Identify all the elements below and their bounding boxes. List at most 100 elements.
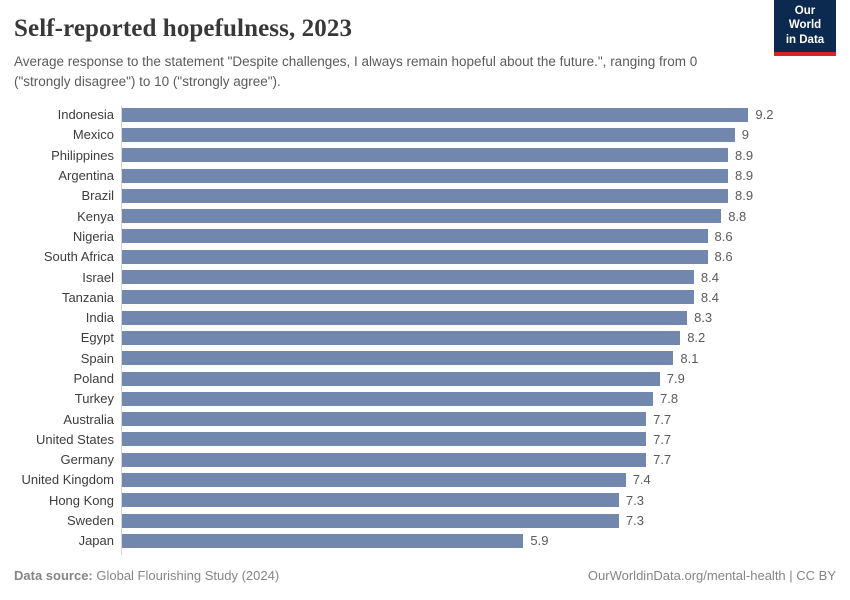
bar-chart: Indonesia 9.2 Mexico 9 Philippines 8.9 Argenti… <box>14 105 836 556</box>
bar-track: 8.6 <box>118 249 836 265</box>
bar[interactable] <box>121 330 681 345</box>
bar[interactable] <box>121 452 647 467</box>
bar-row: Indonesia 9.2 <box>14 105 836 125</box>
country-label[interactable]: Mexico <box>72 127 114 143</box>
bar[interactable] <box>121 351 674 366</box>
owid-logo-line2: in Data <box>785 33 825 46</box>
bar[interactable] <box>121 290 694 305</box>
bar-row: Poland 7.9 <box>14 368 836 388</box>
bar-row: Egypt 8.2 <box>14 328 836 348</box>
data-source-label: Data source: <box>14 568 93 583</box>
value-label: 8.4 <box>700 289 719 305</box>
value-label: 8.8 <box>728 208 747 224</box>
bar-track: 7.4 <box>118 472 836 487</box>
country-label[interactable]: Philippines <box>51 147 114 163</box>
country-label[interactable]: Australia <box>63 411 114 427</box>
bar[interactable] <box>121 148 728 163</box>
bar-row: Japan 5.9 <box>14 531 836 551</box>
value-label: 7.7 <box>653 452 672 468</box>
country-label[interactable]: Brazil <box>81 188 114 204</box>
bar-row: Tanzania 8.4 <box>14 287 836 307</box>
bar-row: Argentina 8.9 <box>14 165 836 185</box>
chart-footer: Data source: Global Flourishing Study (2… <box>14 568 836 583</box>
country-label[interactable]: Tanzania <box>61 289 114 305</box>
bar[interactable] <box>121 533 524 548</box>
value-label: 7.9 <box>666 371 685 386</box>
country-label[interactable]: United States <box>35 431 114 447</box>
bar-track: 9.2 <box>118 107 836 122</box>
bar[interactable] <box>121 188 728 203</box>
country-label[interactable]: Hong Kong <box>48 492 114 508</box>
attribution-note: OurWorldinData.org/mental-health | CC BY <box>587 568 836 583</box>
bar-track: 8.2 <box>118 330 836 345</box>
bar-row: Philippines 8.9 <box>14 145 836 165</box>
country-label[interactable]: Indonesia <box>57 107 114 123</box>
bar[interactable] <box>121 249 708 264</box>
bar[interactable] <box>121 127 735 142</box>
value-label: 8.9 <box>735 147 754 163</box>
bar[interactable] <box>121 412 647 427</box>
bar-track: 7.7 <box>118 452 836 468</box>
country-label[interactable]: Japan <box>78 533 114 549</box>
bar-row: United States 7.7 <box>14 429 836 449</box>
bar-track: 7.7 <box>118 411 836 427</box>
bar-track: 8.9 <box>118 147 836 163</box>
country-label[interactable]: India <box>85 310 114 326</box>
bar-row: Kenya 8.8 <box>14 206 836 226</box>
chart-header: Self-reported hopefulness, 2023 Average … <box>14 0 836 93</box>
country-label[interactable]: Nigeria <box>72 228 114 244</box>
chart-subtitle: Average response to the statement "Despi… <box>14 54 698 90</box>
country-label[interactable]: Turkey <box>74 391 114 407</box>
country-label[interactable]: Sweden <box>67 513 114 529</box>
bar-track: 8.9 <box>118 188 836 204</box>
country-label[interactable]: Germany <box>60 452 114 468</box>
bar[interactable] <box>121 493 619 508</box>
bar-track: 8.6 <box>118 229 836 244</box>
bar[interactable] <box>121 168 728 183</box>
data-source-note: Data source: Global Flourishing Study (2… <box>14 568 279 583</box>
bar[interactable] <box>121 270 694 285</box>
value-label: 8.9 <box>735 188 754 204</box>
bar-row: Sweden 7.3 <box>14 510 836 530</box>
bar[interactable] <box>121 229 708 244</box>
bar-track: 7.3 <box>118 513 836 528</box>
bar[interactable] <box>121 371 660 386</box>
value-label: 8.4 <box>700 269 719 285</box>
bar-row: Turkey 7.8 <box>14 389 836 409</box>
value-label: 8.1 <box>680 350 699 366</box>
country-label[interactable]: Kenya <box>77 208 114 224</box>
country-label[interactable]: Israel <box>82 269 114 285</box>
value-label: 8.6 <box>714 249 733 265</box>
bar-track: 7.3 <box>118 492 836 508</box>
value-label: 7.7 <box>653 411 672 427</box>
bar-row: Germany 7.7 <box>14 450 836 470</box>
value-label: 5.9 <box>530 533 549 549</box>
country-label[interactable]: United Kingdom <box>21 472 115 488</box>
bar-track: 5.9 <box>118 533 836 549</box>
bar[interactable] <box>121 310 688 325</box>
bar-row: Australia 7.7 <box>14 409 836 429</box>
bar-row: South Africa 8.6 <box>14 247 836 267</box>
country-label[interactable]: Egypt <box>80 330 114 346</box>
bar[interactable] <box>121 391 653 406</box>
data-source-text: Global Flourishing Study (2024) <box>92 568 280 583</box>
value-label: 7.3 <box>625 492 644 508</box>
bar-row: Hong Kong 7.3 <box>14 490 836 510</box>
bar[interactable] <box>121 472 626 487</box>
country-label[interactable]: Spain <box>80 350 114 366</box>
country-label[interactable]: Argentina <box>58 168 114 184</box>
bar-row: Spain 8.1 <box>14 348 836 368</box>
value-label: 8.3 <box>694 310 713 326</box>
bar[interactable] <box>121 209 722 224</box>
bar[interactable] <box>121 513 619 528</box>
bar-row: Brazil 8.9 <box>14 186 836 206</box>
value-label: 8.9 <box>735 168 754 184</box>
country-label[interactable]: South Africa <box>43 249 114 265</box>
bar[interactable] <box>121 432 647 447</box>
bar-row: India 8.3 <box>14 307 836 327</box>
bar[interactable] <box>121 107 749 122</box>
country-label[interactable]: Poland <box>73 371 114 386</box>
bar-track: 7.7 <box>118 432 836 447</box>
bar-row: Israel 8.4 <box>14 267 836 287</box>
